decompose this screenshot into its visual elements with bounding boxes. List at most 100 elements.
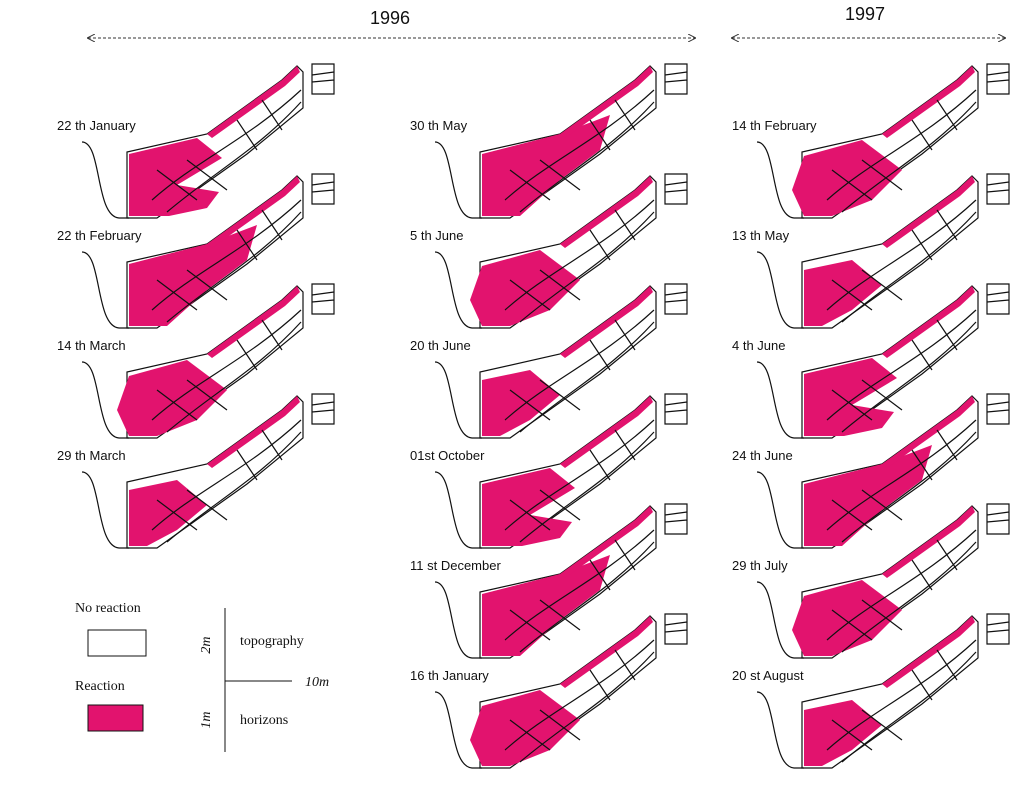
slope-body	[126, 175, 304, 329]
reaction-zone	[482, 468, 575, 546]
slope-body	[126, 65, 304, 219]
landslide-panel: 29 th July	[732, 503, 1010, 659]
horizon-lines	[504, 419, 655, 543]
staircase	[311, 283, 335, 315]
panel-date: 20 th June	[410, 338, 471, 353]
landslide-panel: 4 th June	[732, 283, 1010, 439]
wall-outline	[434, 471, 482, 549]
wall-outline	[434, 141, 482, 219]
wall-outline	[434, 581, 482, 659]
horizon-lines	[826, 529, 977, 653]
reaction-zone	[882, 506, 975, 578]
horizon-lines	[504, 309, 655, 433]
slope-body	[801, 175, 979, 329]
legend-swatch	[87, 704, 144, 732]
panel-date: 16 th January	[410, 668, 489, 683]
legend-label: Reaction	[75, 679, 125, 694]
scale-label: 1m	[199, 711, 214, 728]
landslide-panel: 24 th June	[732, 393, 1010, 549]
staircase	[986, 173, 1010, 205]
reaction-zone	[117, 360, 227, 436]
landslide-panel: 20 st August	[732, 613, 1010, 769]
landslide-panel: 22 th January	[57, 63, 335, 219]
horizon-lines	[826, 199, 977, 323]
wall-outline	[756, 361, 804, 439]
horizon-lines	[151, 419, 302, 543]
slope-body	[801, 285, 979, 439]
landslide-panel: 29 th March	[57, 393, 335, 549]
reaction-zone	[560, 396, 653, 468]
wall-outline	[756, 251, 804, 329]
year-label: 1996	[370, 8, 410, 28]
staircase	[986, 613, 1010, 645]
reaction-zone	[882, 176, 975, 248]
legend-label: No reaction	[75, 601, 141, 616]
staircase	[664, 173, 688, 205]
staircase	[986, 503, 1010, 535]
horizon-lines	[151, 309, 302, 433]
slope-body	[479, 65, 657, 219]
horizon-lines	[826, 89, 977, 213]
wall-outline	[81, 141, 129, 219]
landslide-panel: 20 th June	[410, 283, 688, 439]
reaction-zone	[560, 176, 653, 248]
reaction-zone	[470, 690, 580, 766]
reaction-zone	[129, 138, 222, 216]
reaction-zone	[882, 66, 975, 138]
reaction-zone	[792, 580, 902, 656]
panel-date: 30 th May	[410, 118, 468, 133]
scale-label: horizons	[240, 713, 288, 728]
wall-outline	[434, 691, 482, 769]
landslide-panel: 14 th March	[57, 283, 335, 439]
landslide-panel: 16 th January	[410, 613, 688, 769]
staircase	[664, 393, 688, 425]
reaction-zone	[560, 506, 653, 578]
scale-label: topography	[240, 634, 304, 649]
panels: 22 th January 22 th February 14 th March 29…	[57, 63, 1010, 769]
wall-outline	[756, 691, 804, 769]
reaction-zone	[482, 115, 610, 216]
wall-outline	[756, 581, 804, 659]
staircase	[664, 63, 688, 95]
staircase	[986, 63, 1010, 95]
staircase	[311, 63, 335, 95]
reaction-zone	[207, 286, 300, 358]
horizon-lines	[151, 89, 302, 213]
slope-body	[126, 395, 304, 549]
horizon-lines	[504, 639, 655, 763]
wall-outline	[756, 471, 804, 549]
staircase	[986, 283, 1010, 315]
reaction-zone	[882, 286, 975, 358]
reaction-zone	[207, 396, 300, 468]
wall-outline	[756, 141, 804, 219]
reaction-zone	[882, 616, 975, 688]
legend: No reaction Reaction topography horizons…	[75, 601, 329, 752]
panel-date: 24 th June	[732, 448, 793, 463]
staircase	[664, 283, 688, 315]
reaction-zone	[882, 396, 975, 468]
reaction-zone	[792, 140, 902, 216]
wall-outline	[434, 251, 482, 329]
reaction-zone	[129, 480, 207, 546]
wall-outline	[81, 361, 129, 439]
scale-label: 2m	[199, 636, 214, 653]
reaction-zone	[207, 66, 300, 138]
reaction-zone	[804, 358, 897, 436]
reaction-zone	[560, 616, 653, 688]
panel-date: 11 st December	[410, 558, 501, 573]
staircase	[311, 173, 335, 205]
landslide-panel: 01st October	[410, 393, 688, 549]
panel-date: 22 th February	[57, 228, 142, 243]
scale-label: 10m	[305, 675, 329, 690]
staircase	[986, 393, 1010, 425]
panel-date: 29 th July	[732, 558, 788, 573]
reaction-zone	[482, 555, 610, 656]
reaction-zone	[482, 370, 560, 436]
reaction-zone	[207, 176, 300, 248]
horizon-lines	[826, 639, 977, 763]
wall-outline	[81, 251, 129, 329]
reaction-zone	[470, 250, 580, 326]
reaction-zone	[804, 445, 932, 546]
horizon-lines	[826, 419, 977, 543]
